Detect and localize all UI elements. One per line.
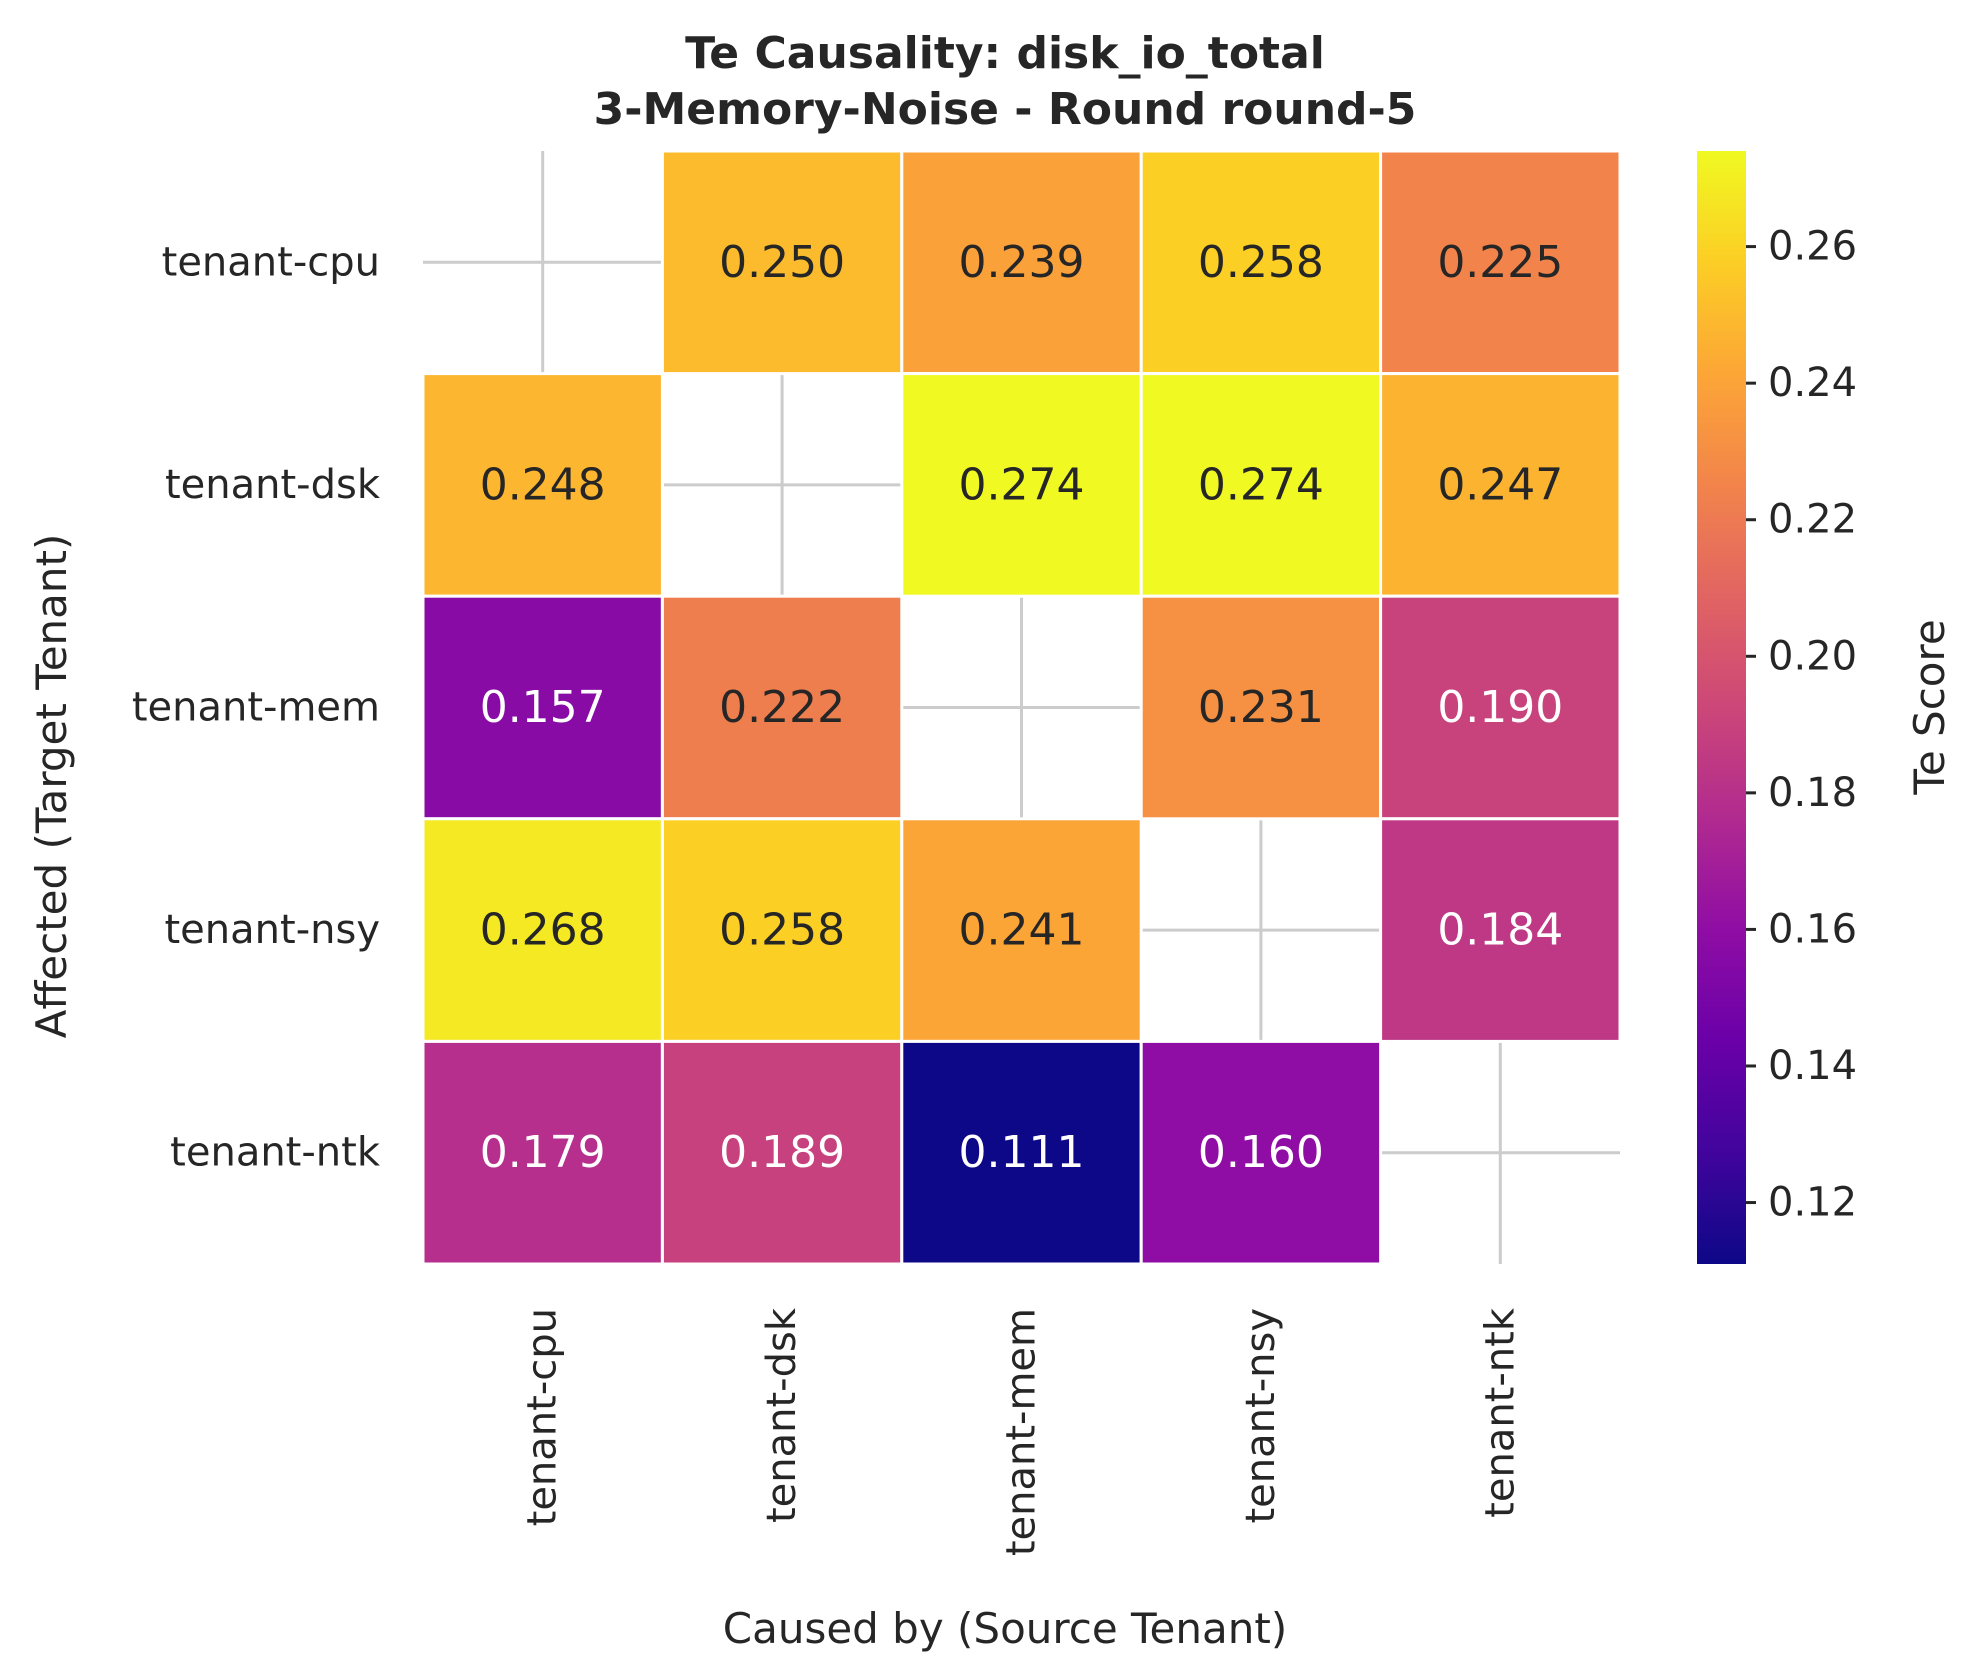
- cell-value-label: 0.268: [480, 905, 606, 956]
- x-tick-label: tenant-nsy: [1238, 1308, 1284, 1524]
- colorbar-tick-label: 0.24: [1768, 360, 1857, 406]
- heatmap-cell: [1139, 372, 1383, 598]
- y-tick-labels: tenant-cpu tenant-dsk tenant-mem tenant-nsy…: [132, 239, 381, 1175]
- chart-title: Te Causality: disk_io_total: [685, 28, 1325, 79]
- colorbar-label: Te Score: [1905, 619, 1954, 795]
- colorbar-tick-label: 0.18: [1768, 770, 1857, 816]
- heatmap-cell: [660, 594, 904, 821]
- heatmap-cell: [660, 149, 904, 376]
- y-tick-label: tenant-cpu: [162, 239, 380, 285]
- x-tick-label: tenant-mem: [999, 1308, 1045, 1556]
- colorbar-tick-label: 0.20: [1768, 633, 1857, 679]
- cell-value-label: 0.231: [1198, 682, 1324, 733]
- y-tick-label: tenant-ntk: [170, 1130, 381, 1176]
- cell-value-label: 0.160: [1198, 1127, 1324, 1178]
- colorbar-tick-label: 0.26: [1768, 224, 1857, 270]
- cell-value-label: 0.250: [719, 237, 845, 288]
- heatmap-cell: [660, 1039, 904, 1266]
- x-tick-label: tenant-cpu: [520, 1308, 566, 1526]
- cell-value-label: 0.258: [719, 905, 845, 956]
- cell-value-label: 0.241: [959, 905, 1085, 956]
- cell-value-label: 0.274: [959, 459, 1085, 510]
- y-tick-label: tenant-mem: [132, 685, 380, 731]
- cell-value-label: 0.248: [480, 459, 606, 510]
- chart-subtitle: 3-Memory-Noise - Round round-5: [594, 84, 1417, 135]
- cell-value-label: 0.225: [1437, 237, 1563, 288]
- heatmap-cells: 0.250 0.239 0.258 0.225 0.248 0.274 0.274 0.247…: [421, 149, 1622, 1266]
- x-axis-label: Caused by (Source Tenant): [723, 1604, 1287, 1653]
- colorbar-tick-label: 0.16: [1768, 906, 1857, 952]
- heatmap-cell: [421, 594, 664, 821]
- cell-value-label: 0.190: [1437, 682, 1563, 733]
- y-tick-label: tenant-nsy: [165, 907, 381, 953]
- cell-value-label: 0.189: [719, 1127, 845, 1178]
- heatmap-cell: [1139, 594, 1383, 821]
- heatmap-cell: [900, 817, 1143, 1043]
- x-tick-labels: tenant-cpu tenant-dsk tenant-mem tenant-nsy…: [520, 1307, 1524, 1556]
- y-tick-label: tenant-dsk: [165, 462, 381, 508]
- cell-value-label: 0.258: [1198, 237, 1324, 288]
- cell-value-label: 0.247: [1437, 459, 1563, 510]
- cell-value-label: 0.184: [1437, 905, 1563, 956]
- heatmap-cell: [421, 372, 664, 598]
- x-tick-label: tenant-ntk: [1477, 1307, 1523, 1518]
- cell-value-label: 0.222: [719, 682, 845, 733]
- cell-value-label: 0.239: [959, 237, 1085, 288]
- heatmap-cell: [1379, 594, 1622, 821]
- heatmap-cell: [1379, 817, 1622, 1043]
- colorbar: [1697, 151, 1746, 1264]
- cell-value-label: 0.179: [480, 1127, 606, 1178]
- cell-value-label: 0.111: [959, 1127, 1085, 1178]
- colorbar-tick-label: 0.14: [1768, 1043, 1857, 1089]
- heatmap-cell: [1139, 1039, 1383, 1266]
- heatmap-cell: [1139, 149, 1383, 376]
- cell-value-label: 0.274: [1198, 459, 1324, 510]
- colorbar-ticks: 0.12 0.14 0.16 0.18 0.20 0.22 0.24 0.26: [1746, 224, 1857, 1226]
- x-tick-label: tenant-dsk: [759, 1307, 805, 1523]
- colorbar-tick-label: 0.22: [1768, 497, 1857, 543]
- heatmap-cell: [1379, 372, 1622, 598]
- heatmap-cell: [1379, 149, 1622, 376]
- y-axis-label: Affected (Target Tenant): [27, 534, 76, 1039]
- cell-value-label: 0.157: [480, 682, 606, 733]
- colorbar-tick-label: 0.12: [1768, 1180, 1857, 1226]
- heatmap-cell: [900, 372, 1143, 598]
